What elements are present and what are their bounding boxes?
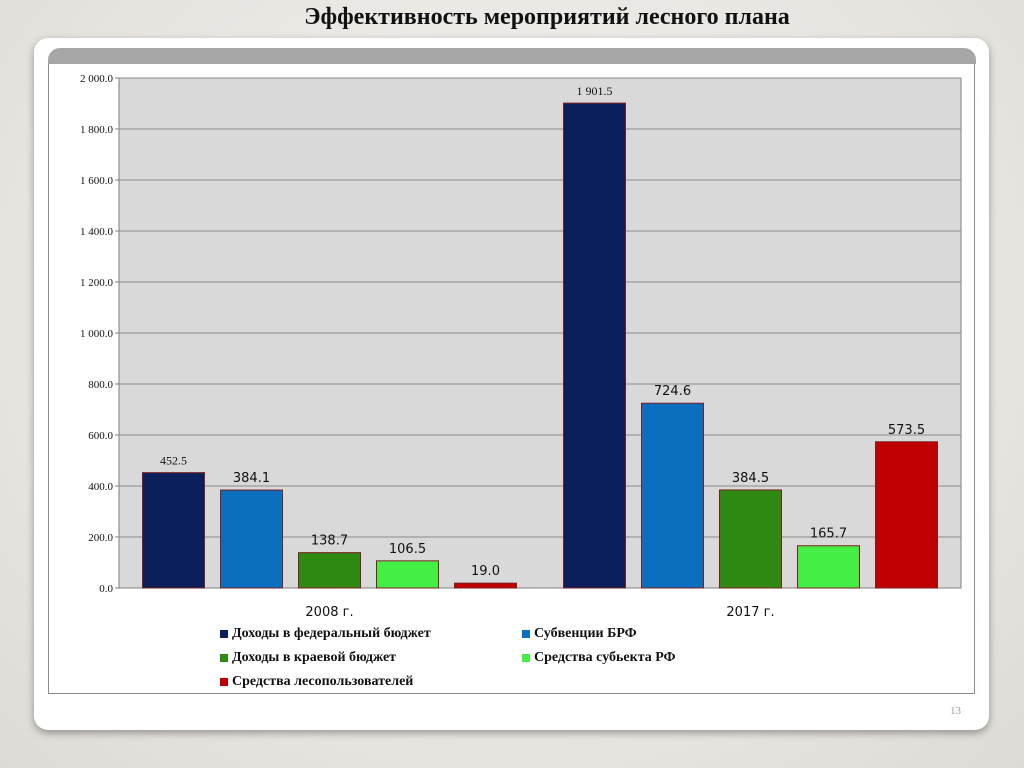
legend-swatch	[220, 630, 228, 638]
data-label: 573.5	[888, 423, 925, 438]
y-tick-label: 1 200.0	[80, 277, 114, 289]
bar	[719, 489, 782, 589]
data-label: 384.5	[732, 471, 769, 486]
legend-item-forest-users: Средства лесопользователей	[220, 674, 413, 690]
data-label: 138.7	[311, 534, 348, 549]
legend-swatch	[522, 654, 530, 662]
legend-label: Субвенции БРФ	[534, 626, 637, 641]
y-tick-label: 600.0	[88, 430, 113, 442]
card-header-bar	[48, 48, 976, 64]
x-category-label: 2008 г.	[305, 605, 353, 620]
data-label: 165.7	[810, 527, 847, 542]
data-label: 19.0	[471, 564, 500, 579]
y-tick-label: 0.0	[99, 583, 113, 595]
bar	[875, 441, 938, 589]
y-tick-label: 1 400.0	[80, 226, 114, 238]
y-tick-label: 1 800.0	[80, 124, 114, 136]
y-tick-label: 400.0	[88, 481, 113, 493]
bar	[797, 545, 860, 589]
legend-label: Средства субьекта РФ	[534, 650, 676, 665]
bar	[142, 472, 205, 589]
bar	[454, 582, 517, 589]
legend-item-federal: Доходы в федеральный бюджет	[220, 626, 431, 642]
legend-swatch	[220, 654, 228, 662]
y-tick-label: 800.0	[88, 379, 113, 391]
bar	[298, 552, 361, 589]
legend-item-subject: Средства субьекта РФ	[522, 650, 676, 666]
bar	[376, 560, 439, 589]
x-category-label: 2017 г.	[726, 605, 774, 620]
bar	[641, 402, 704, 589]
page-number: 13	[950, 705, 961, 717]
legend-item-subventions: Субвенции БРФ	[522, 626, 637, 642]
legend-label: Доходы в краевой бюджет	[232, 650, 397, 665]
y-tick-label: 200.0	[88, 532, 113, 544]
data-label: 106.5	[389, 542, 426, 557]
y-tick-label: 2 000.0	[80, 73, 114, 85]
legend-swatch	[220, 678, 228, 686]
y-tick-label: 1 000.0	[80, 328, 114, 340]
legend-item-regional: Доходы в краевой бюджет	[220, 650, 396, 666]
bar	[563, 102, 626, 589]
legend-label: Средства лесопользователей	[232, 674, 414, 689]
chart-legend: Доходы в федеральный бюджет Субвенции БР…	[220, 626, 780, 696]
bar	[220, 489, 283, 589]
bar-chart: 0.0 200.0 400.0 600.0 800.0 1 000.0 1 200.0 1 4…	[80, 73, 962, 620]
y-tick-label: 1 600.0	[80, 175, 114, 187]
data-label: 1 901.5	[577, 84, 613, 98]
data-label: 384.1	[233, 471, 270, 486]
data-label: 452.5	[160, 454, 187, 468]
legend-swatch	[522, 630, 530, 638]
data-label: 724.6	[654, 384, 691, 399]
legend-label: Доходы в федеральный бюджет	[232, 626, 431, 641]
slide-title: Эффективность мероприятий лесного плана	[304, 4, 790, 30]
